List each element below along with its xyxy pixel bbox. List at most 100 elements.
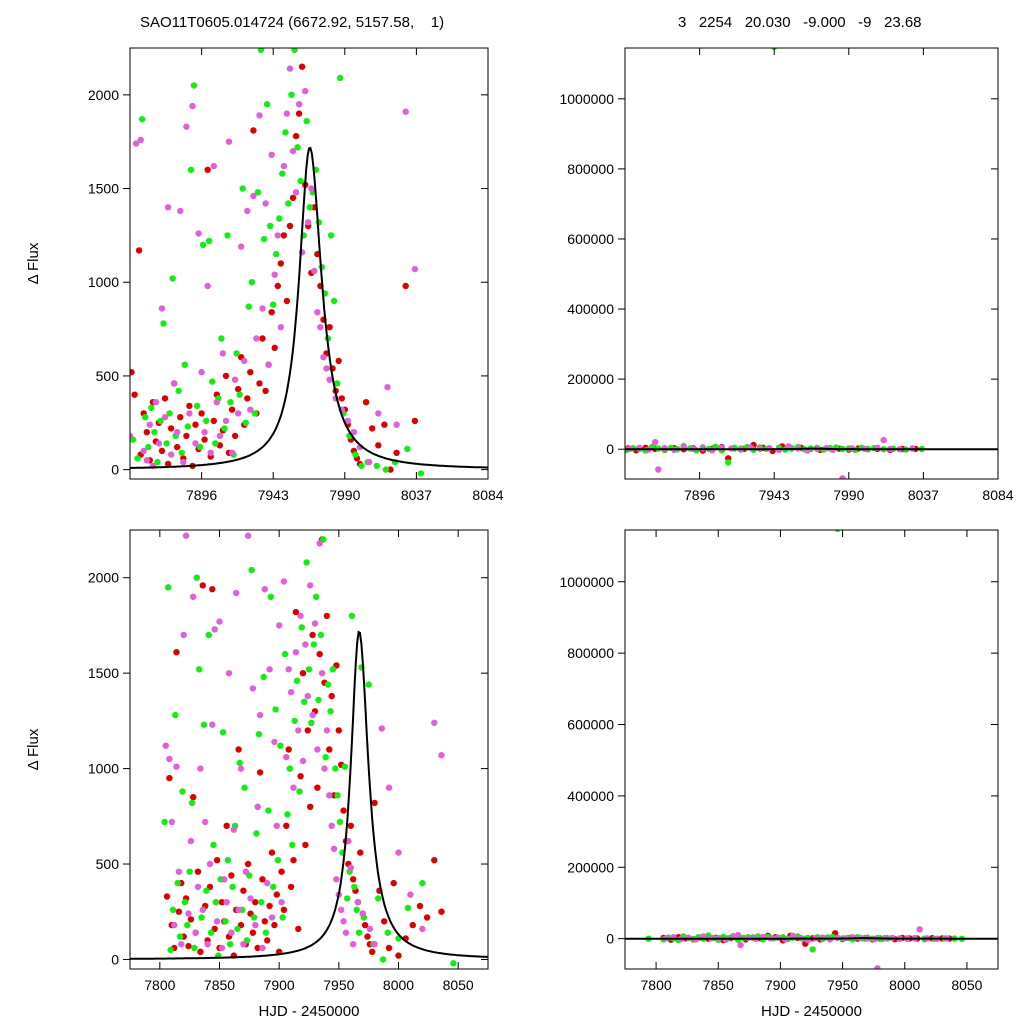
data-point-green — [166, 410, 173, 417]
data-point-red — [280, 906, 288, 913]
data-point-red — [292, 608, 300, 616]
data-point-red — [390, 879, 397, 887]
data-point-magenta — [155, 440, 163, 447]
plot-frame — [129, 47, 489, 480]
data-point-green — [219, 729, 227, 736]
data-point-magenta — [204, 282, 211, 290]
data-point-green — [203, 417, 210, 425]
data-point-red — [204, 166, 211, 173]
data-point-red — [286, 222, 294, 230]
x-tick-label: 7896 — [684, 487, 715, 503]
data-point-green — [224, 232, 231, 239]
data-point-magenta — [874, 965, 881, 969]
data-point-red — [183, 432, 190, 440]
y-axis-label: Δ Flux — [25, 242, 42, 284]
data-point-green — [327, 232, 335, 239]
data-point-green — [221, 425, 228, 432]
data-point-red — [174, 443, 181, 451]
data-point-green — [267, 593, 274, 600]
data-point-red — [299, 670, 307, 677]
data-point-red — [438, 908, 445, 915]
data-point-red — [199, 582, 206, 589]
data-point-green — [233, 350, 240, 357]
data-point-magenta — [407, 891, 414, 898]
data-point-red — [369, 948, 376, 955]
data-point-green — [285, 200, 292, 207]
x-tick-label: 8084 — [472, 487, 503, 503]
data-point-red — [167, 425, 175, 432]
data-point-green — [288, 91, 295, 99]
data-point-red — [297, 773, 304, 780]
data-point-red — [228, 872, 235, 879]
y-tick-label: 200000 — [567, 859, 614, 875]
header-right: 3 2254 20.030 -9.000 -9 23.68 — [678, 14, 922, 31]
data-point-magenta — [247, 895, 254, 902]
data-point-red — [411, 417, 419, 425]
data-point-green — [263, 101, 271, 108]
data-point-magenta — [192, 929, 199, 936]
data-point-green — [344, 895, 351, 902]
data-point-green — [190, 82, 198, 89]
data-point-red — [256, 380, 263, 387]
data-point-red — [298, 63, 306, 70]
y-tick-label: 200000 — [567, 371, 614, 387]
data-point-red — [350, 876, 357, 883]
data-point-green — [196, 443, 204, 451]
data-point-magenta — [338, 906, 345, 913]
data-point-magenta — [247, 406, 254, 413]
data-point-green — [148, 404, 155, 411]
data-point-magenta — [210, 162, 217, 170]
data-point-magenta — [342, 929, 350, 936]
data-point-magenta — [197, 765, 204, 772]
data-point-magenta — [228, 929, 235, 936]
data-point-green — [276, 215, 283, 222]
data-point-magenta — [305, 219, 312, 226]
data-point-magenta — [216, 618, 223, 625]
data-point-red — [252, 899, 259, 906]
data-point-magenta — [152, 399, 160, 406]
data-point-green — [169, 275, 176, 282]
data-point-red — [364, 933, 371, 940]
data-point-red — [186, 402, 193, 410]
data-point-green — [282, 129, 289, 136]
data-point-magenta — [235, 410, 242, 417]
data-point-red — [264, 937, 271, 944]
data-point-red — [395, 952, 402, 959]
x-tick-label: 7850 — [703, 977, 734, 993]
data-point-magenta — [223, 899, 230, 906]
data-point-magenta — [276, 622, 283, 629]
data-point-green — [224, 857, 232, 864]
x-tick-label: 8084 — [982, 487, 1013, 503]
data-point-red — [268, 309, 275, 316]
data-point-red — [228, 406, 236, 413]
y-tick-label: 400000 — [567, 788, 614, 804]
data-point-red — [249, 929, 257, 936]
x-axis-label: HJD - 2450000 — [761, 1003, 862, 1020]
x-tick-label: 8037 — [908, 487, 939, 503]
data-point-red — [369, 425, 376, 432]
data-point-magenta — [344, 417, 351, 425]
panel-top-right: 7896 7943 7990 8037 8084 0 200000 400000 600000 8… — [559, 47, 1014, 503]
data-point-red — [259, 876, 266, 883]
data-point-green — [365, 681, 372, 688]
data-point-magenta — [311, 620, 319, 627]
data-point-magenta — [316, 540, 323, 547]
data-point-red — [381, 918, 388, 925]
data-point-green — [358, 462, 365, 470]
data-point-green — [404, 445, 411, 453]
data-point-green — [262, 929, 270, 936]
data-point-green — [317, 631, 325, 639]
data-point-magenta — [268, 151, 275, 158]
y-tick-label: 1000000 — [559, 574, 614, 590]
x-tick-label: 8000 — [383, 977, 414, 993]
data-point-magenta — [222, 417, 230, 425]
model-curve — [625, 447, 998, 451]
data-point-magenta — [171, 380, 178, 387]
data-point-red — [347, 822, 354, 829]
data-point-magenta — [262, 200, 269, 207]
data-point-red — [357, 849, 364, 856]
data-point-green — [352, 451, 359, 458]
data-point-magenta — [199, 906, 206, 913]
data-point-magenta — [190, 593, 197, 600]
